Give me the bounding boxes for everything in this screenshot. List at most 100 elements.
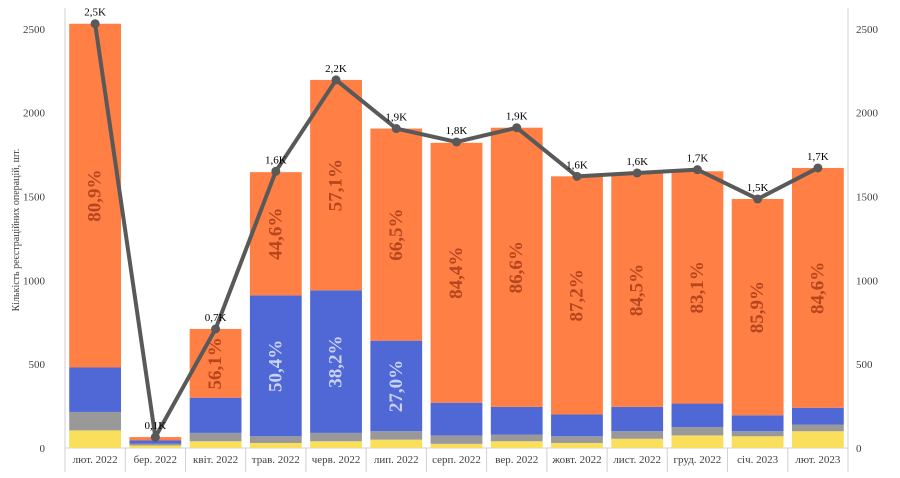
bar-segment [551, 414, 603, 437]
bar-segment [430, 142, 483, 403]
bar-segment [310, 441, 362, 448]
y-tick-label-right: 2500 [856, 24, 879, 36]
bar-segment [671, 435, 724, 448]
bar-segment [611, 406, 664, 432]
x-tick-label: жовт. 2022 [551, 454, 601, 466]
x-tick-label: серп. 2022 [432, 454, 481, 466]
x-tick-label: квіт. 2022 [193, 454, 238, 466]
x-tick-label: лют. 2023 [795, 454, 841, 466]
x-tick-label: черв. 2022 [312, 454, 361, 466]
percent-data-label: 57,1% [326, 159, 347, 211]
bar-segment [731, 431, 784, 437]
total-data-label: 1,6K [265, 154, 287, 166]
total-line-point [211, 324, 221, 334]
bar-segment [370, 128, 423, 341]
bar-segment [791, 407, 844, 425]
bar-segment [551, 176, 603, 415]
bar-segment [249, 172, 302, 296]
bar-segment [249, 436, 302, 443]
axes: 0 500 1000 1500 2000 2500 0 500 1000 1500 2000 2500… [11, 8, 879, 472]
y-tick-label-right: 2000 [856, 108, 879, 120]
bar-segment [189, 397, 242, 433]
total-data-label: 1,7K [807, 151, 829, 163]
percent-data-label: 83,1% [687, 261, 708, 313]
total-data-label: 1,5K [747, 182, 769, 194]
bar-segment [791, 431, 844, 448]
y-axis-title: Кількість реєстраційних операцій, шт. [11, 149, 22, 312]
bar-segment [310, 79, 362, 291]
y-tick-label-right: 1000 [856, 275, 879, 287]
y-tick-label-left: 0 [40, 443, 46, 455]
total-data-label: 1,9K [385, 112, 407, 124]
total-line-point [391, 124, 401, 134]
bar-segment [490, 441, 543, 448]
bar-segment [129, 440, 182, 444]
total-line-layer [90, 19, 823, 442]
bar-segment [611, 172, 664, 407]
bar-segment [611, 438, 664, 448]
percent-data-label: 85,9% [747, 281, 768, 333]
total-data-label: 0,1K [144, 420, 166, 432]
total-labels: 2,5K 0,1K 0,7K 1,6K 2,2K 1,9K 1,8K 1,9K 1,6K 1,6K… [84, 7, 829, 432]
bar-segment [370, 340, 423, 432]
bar-segment [490, 434, 543, 442]
percent-data-label: 84,6% [807, 262, 828, 314]
bar-segment [430, 435, 483, 444]
bar-segment [310, 290, 362, 433]
total-data-label: 1,6K [566, 159, 588, 171]
bar-segment [551, 442, 603, 448]
total-line-point [452, 137, 461, 147]
x-tick-label: лют. 2022 [73, 454, 118, 466]
bar-segment [249, 442, 302, 448]
bar-segment [189, 441, 242, 448]
total-data-label: 1,6K [626, 156, 648, 168]
bar-segment [490, 127, 543, 407]
bar-segment [430, 443, 483, 448]
bar-segment [671, 427, 724, 436]
bar-segment [490, 406, 543, 435]
total-line-point [512, 123, 522, 133]
percent-data-label: 84,5% [627, 264, 648, 316]
total-line-point [331, 75, 341, 85]
total-data-label: 0,7K [205, 312, 227, 324]
bar-segment [370, 431, 423, 440]
percent-labels: 80,9% 56,1% 50,4% 44,6% 38,2% 57,1% 27,0% 66,5%… [85, 159, 829, 412]
y-tick-label-left: 1500 [23, 191, 46, 203]
percent-data-label: 44,6% [265, 208, 286, 260]
y-tick-label-left: 500 [29, 359, 46, 371]
x-tick-label: вер. 2022 [495, 454, 538, 466]
total-line-point [692, 165, 702, 175]
x-tick-label: бер. 2022 [134, 454, 177, 466]
x-tick-label: січ. 2023 [737, 454, 778, 466]
x-tick-label: лип. 2022 [374, 454, 419, 466]
total-data-label: 1,7K [687, 153, 709, 165]
bar-segment [370, 439, 423, 448]
bar-segment [731, 436, 784, 448]
y-tick-label-left: 2000 [23, 108, 46, 120]
total-line-point [271, 166, 281, 176]
total-data-label: 1,9K [506, 111, 528, 123]
percent-data-label: 27,0% [386, 360, 407, 412]
percent-data-label: 38,2% [326, 336, 347, 388]
total-line-point [753, 194, 763, 204]
percent-data-label: 84,4% [446, 247, 467, 299]
y-tick-label-left: 2500 [23, 24, 46, 36]
bar-segment [671, 171, 724, 404]
bar-segment [791, 424, 844, 432]
total-data-label: 2,5K [84, 7, 106, 19]
percent-data-label: 66,5% [386, 208, 407, 260]
bars [69, 23, 844, 448]
bar-segment [69, 411, 122, 431]
bar-segment [671, 403, 724, 428]
bar-segment [129, 445, 182, 448]
percent-data-label: 50,4% [265, 340, 286, 392]
total-line-point [813, 163, 823, 173]
bar-segment [611, 431, 664, 439]
total-line-point [632, 168, 642, 178]
x-tick-label: груд. 2022 [674, 454, 722, 466]
bar-segment [69, 23, 122, 368]
total-line-point [572, 171, 582, 181]
bar-segment [69, 430, 122, 448]
bar-segment [189, 432, 242, 442]
